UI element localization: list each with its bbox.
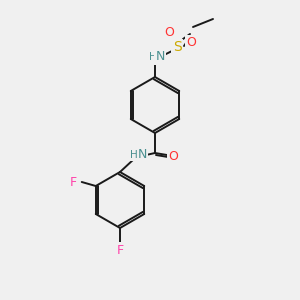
Text: O: O <box>164 26 174 40</box>
Text: O: O <box>168 151 178 164</box>
Text: O: O <box>186 37 196 50</box>
Text: N: N <box>137 148 147 161</box>
Text: H: H <box>149 52 157 62</box>
Text: F: F <box>116 244 124 256</box>
Text: F: F <box>70 176 77 188</box>
Text: S: S <box>172 40 182 54</box>
Text: H: H <box>130 150 138 160</box>
Text: N: N <box>155 50 165 64</box>
